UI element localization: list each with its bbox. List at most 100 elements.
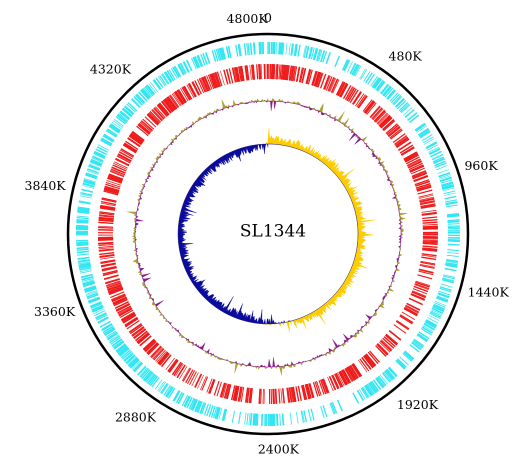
- gene-feature-tick: [290, 387, 294, 403]
- gene-feature-tick: [314, 381, 320, 397]
- gene-feature-tick: [430, 310, 442, 317]
- gene-feature-tick: [106, 129, 117, 137]
- gene-feature-tick: [136, 125, 149, 137]
- gene-feature-tick: [107, 286, 123, 293]
- gene-feature-tick: [77, 208, 90, 212]
- gene-feature-tick: [425, 141, 438, 149]
- gene-feature-tick: [110, 336, 121, 345]
- gene-feature-tick: [97, 317, 109, 324]
- gene-feature-tick: [371, 77, 380, 88]
- gene-feature-tick: [293, 66, 298, 82]
- gene-feature-tick: [338, 371, 347, 386]
- gene-feature-tick: [144, 340, 156, 352]
- gene-feature-tick: [395, 321, 409, 331]
- gene-feature-tick: [419, 200, 435, 204]
- gene-feature-tick: [101, 265, 117, 270]
- gene-feature-tick: [78, 262, 91, 266]
- gene-feature-tick: [277, 413, 279, 426]
- gene-feature-tick: [292, 386, 297, 402]
- gene-feature-tick: [86, 170, 99, 175]
- gene-feature-tick: [370, 106, 381, 119]
- gene-feature-tick: [139, 367, 148, 377]
- gene-feature-tick: [380, 83, 389, 94]
- gene-feature-tick: [428, 147, 441, 155]
- gene-feature-tick: [220, 382, 226, 398]
- gene-feature-tick: [280, 42, 282, 55]
- gene-feature-tick: [370, 76, 378, 87]
- gene-feature-tick: [77, 253, 90, 256]
- gene-feature-tick: [138, 123, 151, 134]
- gene-feature-tick: [349, 365, 359, 379]
- gene-feature-tick: [318, 380, 325, 395]
- gene-feature-tick: [278, 388, 281, 404]
- gene-feature-tick: [105, 183, 120, 190]
- gene-feature-tick: [412, 288, 428, 295]
- gene-feature-tick: [136, 332, 150, 344]
- gene-feature-tick: [197, 401, 203, 413]
- gene-feature-tick: [422, 216, 438, 220]
- gene-feature-tick: [76, 244, 89, 247]
- gene-feature-tick: [340, 83, 348, 98]
- gene-feature-tick: [161, 73, 169, 85]
- gene-feature-tick: [298, 67, 303, 83]
- gene-feature-tick: [107, 177, 122, 184]
- gene-feature-tick: [447, 243, 460, 246]
- gene-feature-tick: [226, 384, 231, 400]
- gene-feature-tick: [131, 132, 144, 142]
- gene-feature-tick: [235, 66, 240, 82]
- gene-feature-tick: [361, 357, 371, 370]
- gene-feature-tick: [167, 387, 175, 399]
- gene-feature-tick: [441, 279, 454, 284]
- gene-feature-tick: [168, 359, 179, 373]
- gene-feature-tick: [117, 346, 128, 355]
- gene-feature-tick: [291, 66, 295, 81]
- gene-feature-tick: [415, 180, 430, 187]
- gene-feature-tick: [105, 330, 117, 338]
- gene-feature-tick: [420, 260, 436, 265]
- gene-feature-tick: [421, 256, 437, 261]
- gene-feature-tick: [307, 69, 313, 85]
- gene-feature-tick: [344, 368, 353, 382]
- gene-feature-tick: [190, 398, 197, 411]
- gene-feature-tick: [116, 155, 131, 164]
- gene-feature-tick: [163, 98, 174, 112]
- gene-feature-tick: [420, 200, 436, 206]
- gene-feature-tick: [166, 386, 174, 398]
- gene-feature-tick: [352, 64, 360, 76]
- gene-feature-tick: [392, 133, 406, 143]
- gene-feature-tick: [223, 69, 229, 85]
- gene-feature-tick: [350, 63, 357, 75]
- gene-feature-tick: [308, 47, 313, 60]
- gene-feature-tick: [165, 97, 176, 111]
- gene-feature-tick: [422, 239, 438, 241]
- gene-feature-tick: [305, 384, 311, 400]
- gene-feature-tick: [210, 405, 216, 418]
- gene-feature-tick: [108, 334, 119, 342]
- gene-feature-tick: [122, 313, 136, 323]
- gene-feature-tick: [412, 290, 427, 297]
- gene-feature-tick: [84, 285, 96, 291]
- gene-feature-tick: [403, 351, 414, 360]
- gene-feature-tick: [447, 249, 460, 252]
- gene-feature-tick: [89, 301, 102, 307]
- gene-feature-tick: [108, 287, 123, 294]
- gene-feature-tick: [385, 334, 398, 345]
- gene-feature-tick: [135, 94, 145, 105]
- gene-feature-tick: [88, 164, 101, 171]
- position-label: 2400K: [258, 442, 300, 457]
- gene-feature-tick: [411, 342, 422, 351]
- gene-feature-tick: [156, 350, 167, 363]
- gene-feature-tick: [76, 215, 89, 218]
- gene-feature-tick: [291, 65, 295, 81]
- gene-feature-tick: [184, 396, 191, 408]
- gene-feature-tick: [79, 269, 92, 273]
- gene-feature-tick: [245, 387, 249, 403]
- gene-feature-tick: [327, 77, 335, 92]
- gene-feature-tick: [167, 96, 177, 110]
- gene-feature-tick: [366, 102, 377, 115]
- gene-feature-tick: [83, 179, 96, 184]
- gene-feature-tick: [161, 383, 169, 395]
- gene-feature-tick: [217, 48, 222, 61]
- gene-feature-tick: [447, 223, 460, 225]
- gene-feature-tick: [308, 383, 314, 399]
